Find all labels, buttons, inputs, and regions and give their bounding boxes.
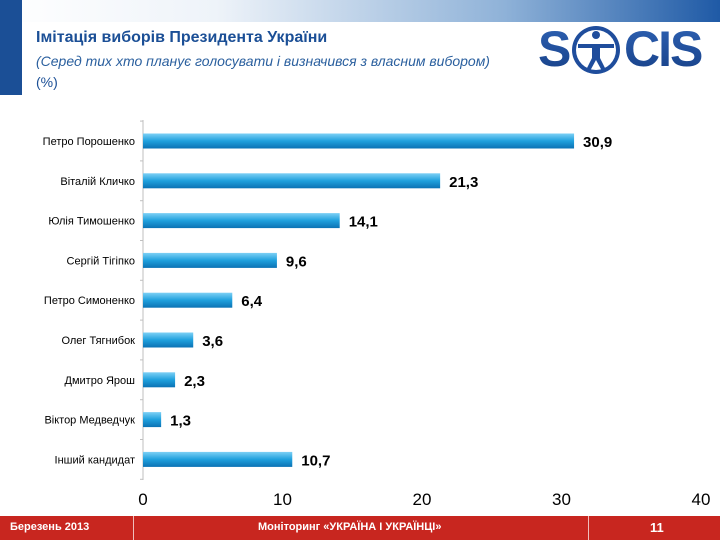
bar [143,372,176,388]
x-tick-label: 20 [413,490,432,509]
footer-project-title: Моніторинг «УКРАЇНА І УКРАЇНЦІ» [258,521,442,533]
x-axis-ticks: 0 10 20 30 40 [138,490,710,509]
category-label: Дмитро Ярош [65,375,136,387]
category-label: Сергій Тігіпко [67,255,135,267]
footer-bar: Березень 2013 Моніторинг «УКРАЇНА І УКРА… [0,516,720,540]
svg-text:S: S [538,22,570,77]
bar [143,332,194,348]
x-tick-label: 40 [692,490,711,509]
footer-divider [133,516,134,540]
category-label: Олег Тягнибок [61,335,135,347]
category-label: Юлія Тимошенко [48,216,135,228]
left-accent-bar [0,0,22,95]
bar [143,173,441,189]
bar-chart: Петро Порошенко Віталій Кличко Юлія Тимоше… [43,120,710,509]
page-title: Імітація виборів Президента України [36,29,328,46]
value-label: 14,1 [349,214,378,231]
value-label: 21,3 [449,174,478,191]
bar [143,133,575,149]
page-number: 11 [650,520,664,535]
value-label: 2,3 [184,373,205,390]
subtitle-unit: (%) [36,74,58,90]
x-tick-label: 30 [552,490,571,509]
socis-logo: S CIS [538,22,704,77]
bar [143,412,162,428]
value-label: 1,3 [170,413,191,430]
page-subtitle: (Серед тих хто планує голосувати і визна… [36,51,506,93]
category-label: Віталій Кличко [60,176,135,188]
footer-date: Березень 2013 [10,521,90,533]
bars [143,133,575,467]
top-gradient-bar [0,0,720,22]
category-label: Петро Порошенко [43,136,135,148]
svg-text:CIS: CIS [624,22,702,77]
subtitle-text: (Серед тих хто планує голосувати і визна… [36,53,490,69]
value-labels: 30,9 21,3 14,1 9,6 6,4 3,6 2,3 1,3 10,7 [170,134,612,469]
category-label: Петро Симоненко [44,295,135,307]
value-label: 6,4 [241,293,263,310]
footer-divider [588,516,589,540]
value-label: 30,9 [583,134,612,151]
bar [143,451,293,467]
value-label: 9,6 [286,253,307,270]
x-tick-label: 0 [138,490,147,509]
value-label: 10,7 [301,452,330,469]
bar [143,292,233,308]
category-label: Віктор Медведчук [44,415,135,427]
value-label: 3,6 [202,333,223,350]
category-ticks [140,120,143,480]
x-tick-label: 10 [273,490,292,509]
bar [143,213,340,229]
category-label: Інший кандидат [55,454,135,466]
bar [143,252,277,268]
category-labels: Петро Порошенко Віталій Кличко Юлія Тимоше… [43,136,136,466]
